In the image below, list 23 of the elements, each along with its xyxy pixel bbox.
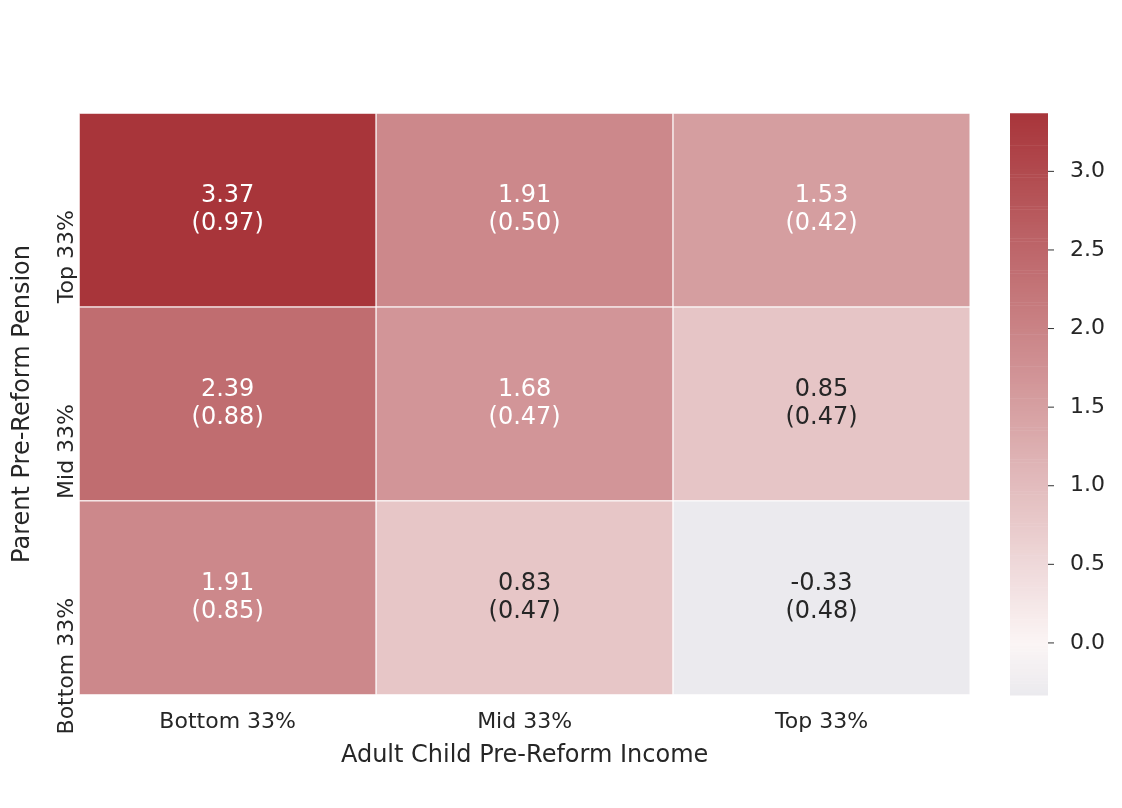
x-tick-label: Bottom 33% <box>159 707 296 733</box>
x-tick-label: Mid 33% <box>477 707 573 733</box>
color-bar-label: 0.0 <box>1070 628 1105 654</box>
data-label: 0.83 (0.47) <box>488 568 561 625</box>
color-bar-label: 1.5 <box>1070 392 1105 418</box>
data-label: 1.53 (0.42) <box>785 180 858 237</box>
color-bar-label: 3.0 <box>1070 157 1105 183</box>
data-label: 3.37 (0.97) <box>191 180 264 237</box>
y-tick-label: Mid 33% <box>52 404 78 499</box>
x-tick-label: Top 33% <box>774 707 869 733</box>
data-label: 1.91 (0.50) <box>488 180 561 237</box>
data-label: 0.85 (0.47) <box>785 374 858 431</box>
data-label: 2.39 (0.88) <box>191 374 264 431</box>
color-bar-label: 0.5 <box>1070 550 1105 576</box>
color-bar-label: 2.5 <box>1070 235 1105 261</box>
data-label: 1.68 (0.47) <box>488 374 561 431</box>
color-bar-label: 2.0 <box>1070 314 1105 340</box>
data-label: -0.33 (0.48) <box>785 568 858 625</box>
y-axis-title: Parent Pre-Reform Pension <box>6 245 35 563</box>
color-bar-label: 1.0 <box>1070 471 1105 497</box>
y-tick-label: Top 33% <box>52 210 78 305</box>
x-axis-title: Adult Child Pre-Reform Income <box>340 739 709 768</box>
data-label: 1.91 (0.85) <box>191 568 264 625</box>
